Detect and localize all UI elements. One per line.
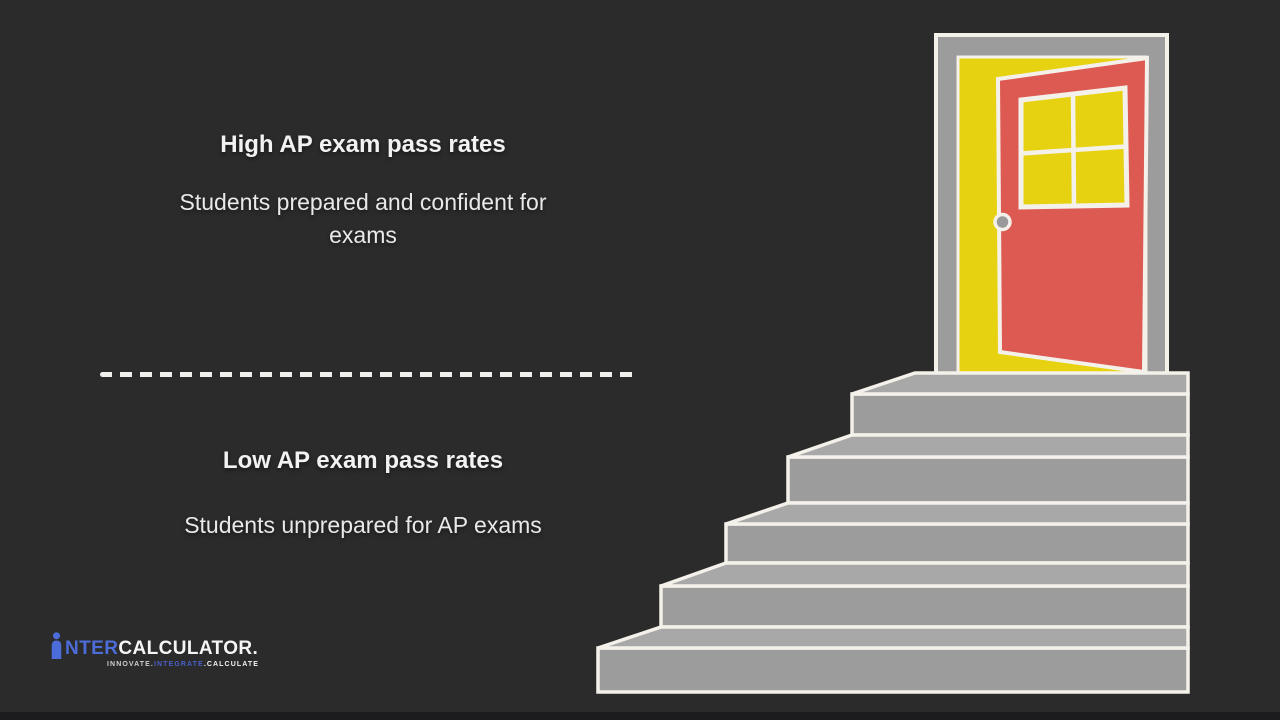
intercalculator-logo: NTERCALCULATOR. INNOVATE.INTEGRATE.CALCU… (50, 632, 259, 668)
stair-tread-top (851, 371, 1190, 396)
window-mullion-vertical (1070, 93, 1077, 207)
high-pass-title: High AP exam pass rates (220, 131, 506, 158)
bottom-bar (0, 712, 1280, 720)
logo-tagline: INNOVATE.INTEGRATE.CALCULATE (107, 661, 259, 668)
low-pass-title: Low AP exam pass rates (222, 447, 504, 474)
stair-riser (596, 646, 1190, 694)
stair-tread (660, 561, 1190, 588)
stair-riser (850, 392, 1190, 437)
logo-text-inter: NTER (65, 638, 119, 659)
low-pass-description: Students unprepared for AP exams (184, 512, 542, 538)
doorway-light (956, 55, 1148, 378)
door-window (1018, 85, 1130, 210)
door-knob (993, 212, 1012, 232)
door-frame (934, 33, 1169, 378)
stair-tread (725, 501, 1190, 526)
tagline-integrate: INTEGRATE (153, 661, 204, 668)
logo-text-calculator: CALCULATOR. (118, 638, 259, 659)
person-icon (51, 632, 62, 659)
window-mullion-horizontal (1020, 144, 1127, 156)
high-pass-description: Students prepared and confident for exam… (179, 189, 547, 248)
stair-riser (659, 584, 1190, 629)
logo-row: NTERCALCULATOR. (50, 632, 259, 660)
dashed-divider (100, 372, 640, 377)
tagline-calculate: .CALCULATE (203, 661, 260, 668)
logo-wordmark: NTERCALCULATOR. (65, 638, 258, 660)
tagline-innovate: INNOVATE. (107, 661, 154, 668)
stair-tread (787, 433, 1190, 459)
door-panel (995, 55, 1150, 375)
staircase-illustration (596, 371, 1190, 694)
stair-riser (724, 522, 1190, 565)
stair-tread (597, 625, 1190, 650)
open-door-illustration (934, 33, 1169, 378)
stair-riser (786, 455, 1190, 505)
